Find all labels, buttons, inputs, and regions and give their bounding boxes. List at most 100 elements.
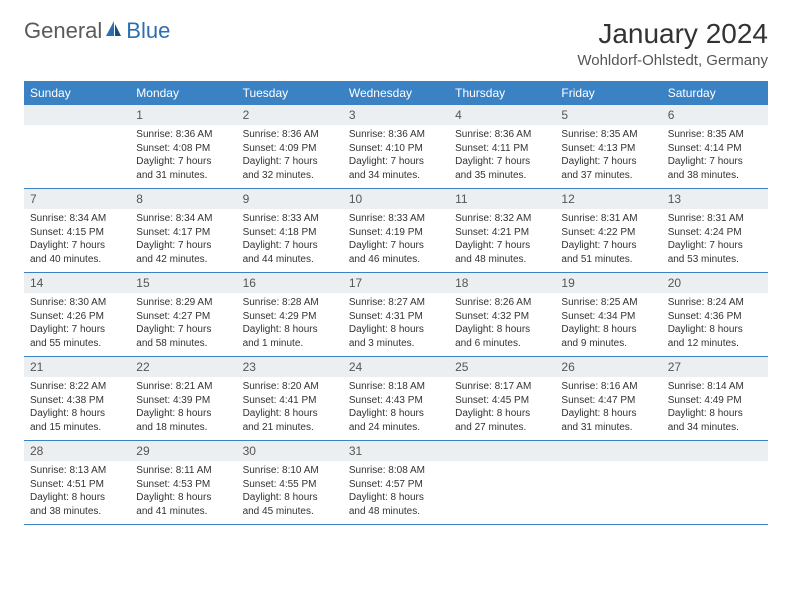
day-number: 6 (662, 105, 768, 125)
calendar-table: Sunday Monday Tuesday Wednesday Thursday… (24, 81, 768, 525)
sunrise-text: Sunrise: 8:18 AM (349, 380, 443, 394)
sunrise-text: Sunrise: 8:16 AM (561, 380, 655, 394)
day-number-row: 14151617181920 (24, 273, 768, 294)
weekday-header: Saturday (662, 81, 768, 105)
sunset-text: Sunset: 4:39 PM (136, 394, 230, 408)
daylight-text: Daylight: 7 hours and 48 minutes. (455, 239, 549, 266)
daylight-text: Daylight: 8 hours and 1 minute. (243, 323, 337, 350)
day-content-row: Sunrise: 8:30 AMSunset: 4:26 PMDaylight:… (24, 293, 768, 357)
sunrise-text: Sunrise: 8:08 AM (349, 464, 443, 478)
day-number: 19 (555, 273, 661, 294)
day-cell: Sunrise: 8:16 AMSunset: 4:47 PMDaylight:… (555, 377, 661, 441)
daylight-text: Daylight: 7 hours and 46 minutes. (349, 239, 443, 266)
daylight-text: Daylight: 8 hours and 34 minutes. (668, 407, 762, 434)
day-number: 23 (237, 357, 343, 378)
day-cell: Sunrise: 8:35 AMSunset: 4:14 PMDaylight:… (662, 125, 768, 189)
daylight-text: Daylight: 8 hours and 9 minutes. (561, 323, 655, 350)
day-cell: Sunrise: 8:34 AMSunset: 4:17 PMDaylight:… (130, 209, 236, 273)
sunrise-text: Sunrise: 8:36 AM (455, 128, 549, 142)
sunrise-text: Sunrise: 8:32 AM (455, 212, 549, 226)
day-number: 3 (343, 105, 449, 125)
day-cell: Sunrise: 8:08 AMSunset: 4:57 PMDaylight:… (343, 461, 449, 525)
weekday-header: Monday (130, 81, 236, 105)
sunset-text: Sunset: 4:29 PM (243, 310, 337, 324)
sunset-text: Sunset: 4:14 PM (668, 142, 762, 156)
daylight-text: Daylight: 7 hours and 58 minutes. (136, 323, 230, 350)
sunrise-text: Sunrise: 8:34 AM (136, 212, 230, 226)
daylight-text: Daylight: 7 hours and 38 minutes. (668, 155, 762, 182)
day-cell: Sunrise: 8:20 AMSunset: 4:41 PMDaylight:… (237, 377, 343, 441)
day-number (449, 441, 555, 462)
day-number: 20 (662, 273, 768, 294)
sunset-text: Sunset: 4:53 PM (136, 478, 230, 492)
sunrise-text: Sunrise: 8:11 AM (136, 464, 230, 478)
day-cell: Sunrise: 8:11 AMSunset: 4:53 PMDaylight:… (130, 461, 236, 525)
sunrise-text: Sunrise: 8:10 AM (243, 464, 337, 478)
day-number: 9 (237, 189, 343, 210)
daylight-text: Daylight: 8 hours and 45 minutes. (243, 491, 337, 518)
sunrise-text: Sunrise: 8:35 AM (668, 128, 762, 142)
day-content-row: Sunrise: 8:13 AMSunset: 4:51 PMDaylight:… (24, 461, 768, 525)
sunset-text: Sunset: 4:11 PM (455, 142, 549, 156)
daylight-text: Daylight: 8 hours and 6 minutes. (455, 323, 549, 350)
day-cell: Sunrise: 8:13 AMSunset: 4:51 PMDaylight:… (24, 461, 130, 525)
day-number: 12 (555, 189, 661, 210)
daylight-text: Daylight: 7 hours and 55 minutes. (30, 323, 124, 350)
daylight-text: Daylight: 7 hours and 34 minutes. (349, 155, 443, 182)
daylight-text: Daylight: 7 hours and 42 minutes. (136, 239, 230, 266)
sail-icon (104, 19, 124, 44)
day-number: 10 (343, 189, 449, 210)
day-number: 17 (343, 273, 449, 294)
day-cell: Sunrise: 8:24 AMSunset: 4:36 PMDaylight:… (662, 293, 768, 357)
sunset-text: Sunset: 4:49 PM (668, 394, 762, 408)
daylight-text: Daylight: 7 hours and 31 minutes. (136, 155, 230, 182)
sunset-text: Sunset: 4:15 PM (30, 226, 124, 240)
day-content-row: Sunrise: 8:36 AMSunset: 4:08 PMDaylight:… (24, 125, 768, 189)
day-number: 30 (237, 441, 343, 462)
day-cell (662, 461, 768, 525)
day-cell: Sunrise: 8:25 AMSunset: 4:34 PMDaylight:… (555, 293, 661, 357)
day-number: 7 (24, 189, 130, 210)
day-cell: Sunrise: 8:31 AMSunset: 4:22 PMDaylight:… (555, 209, 661, 273)
daylight-text: Daylight: 7 hours and 32 minutes. (243, 155, 337, 182)
day-number: 1 (130, 105, 236, 125)
daylight-text: Daylight: 8 hours and 38 minutes. (30, 491, 124, 518)
day-cell: Sunrise: 8:22 AMSunset: 4:38 PMDaylight:… (24, 377, 130, 441)
day-cell: Sunrise: 8:27 AMSunset: 4:31 PMDaylight:… (343, 293, 449, 357)
sunrise-text: Sunrise: 8:30 AM (30, 296, 124, 310)
sunrise-text: Sunrise: 8:33 AM (243, 212, 337, 226)
sunrise-text: Sunrise: 8:28 AM (243, 296, 337, 310)
day-number: 26 (555, 357, 661, 378)
day-number: 27 (662, 357, 768, 378)
weekday-header: Sunday (24, 81, 130, 105)
sunset-text: Sunset: 4:22 PM (561, 226, 655, 240)
day-number: 24 (343, 357, 449, 378)
sunset-text: Sunset: 4:27 PM (136, 310, 230, 324)
daylight-text: Daylight: 8 hours and 15 minutes. (30, 407, 124, 434)
logo-text-blue: Blue (126, 18, 170, 44)
daylight-text: Daylight: 8 hours and 24 minutes. (349, 407, 443, 434)
daylight-text: Daylight: 7 hours and 53 minutes. (668, 239, 762, 266)
daylight-text: Daylight: 8 hours and 48 minutes. (349, 491, 443, 518)
daylight-text: Daylight: 8 hours and 12 minutes. (668, 323, 762, 350)
sunrise-text: Sunrise: 8:25 AM (561, 296, 655, 310)
sunrise-text: Sunrise: 8:31 AM (668, 212, 762, 226)
day-content-row: Sunrise: 8:22 AMSunset: 4:38 PMDaylight:… (24, 377, 768, 441)
sunset-text: Sunset: 4:08 PM (136, 142, 230, 156)
sunset-text: Sunset: 4:17 PM (136, 226, 230, 240)
day-cell: Sunrise: 8:26 AMSunset: 4:32 PMDaylight:… (449, 293, 555, 357)
title-block: January 2024 Wohldorf-Ohlstedt, Germany (577, 18, 768, 69)
day-cell: Sunrise: 8:10 AMSunset: 4:55 PMDaylight:… (237, 461, 343, 525)
header: General Blue January 2024 Wohldorf-Ohlst… (24, 18, 768, 69)
location-label: Wohldorf-Ohlstedt, Germany (577, 52, 768, 69)
weekday-header: Wednesday (343, 81, 449, 105)
day-number: 8 (130, 189, 236, 210)
daylight-text: Daylight: 8 hours and 3 minutes. (349, 323, 443, 350)
day-cell: Sunrise: 8:36 AMSunset: 4:11 PMDaylight:… (449, 125, 555, 189)
sunset-text: Sunset: 4:10 PM (349, 142, 443, 156)
sunrise-text: Sunrise: 8:35 AM (561, 128, 655, 142)
daylight-text: Daylight: 7 hours and 51 minutes. (561, 239, 655, 266)
day-cell: Sunrise: 8:30 AMSunset: 4:26 PMDaylight:… (24, 293, 130, 357)
sunset-text: Sunset: 4:24 PM (668, 226, 762, 240)
day-number: 18 (449, 273, 555, 294)
